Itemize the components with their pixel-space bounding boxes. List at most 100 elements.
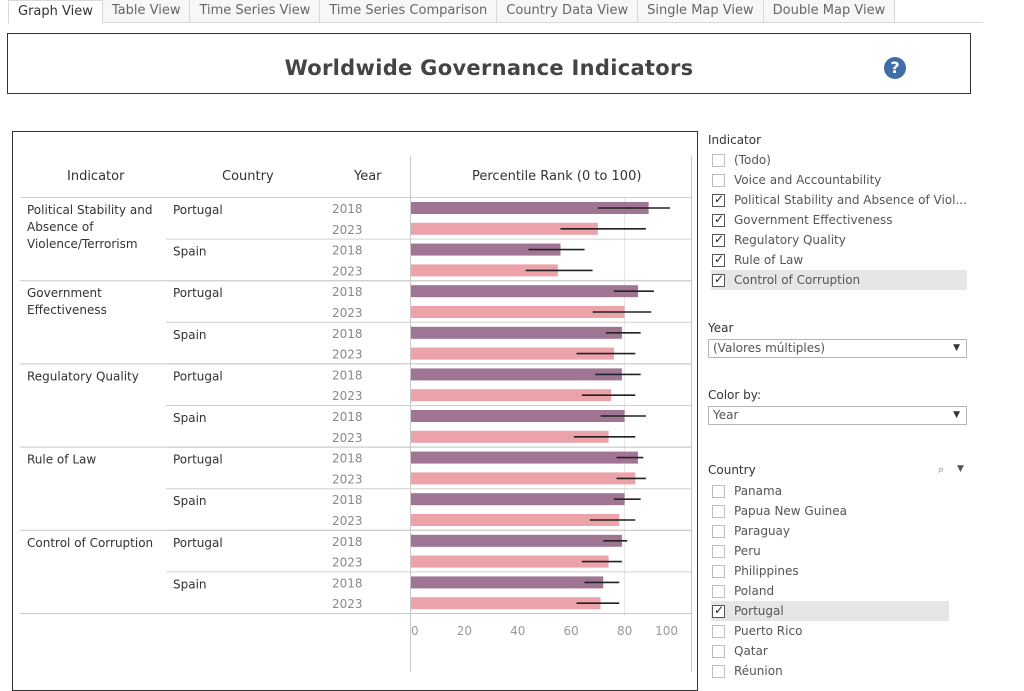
bar-2023 <box>411 430 609 443</box>
governance-bar-chart: Political Stability and Absence of Violenc… <box>20 156 692 672</box>
color-by-dropdown-value: Year <box>713 408 739 422</box>
indicator-option[interactable]: Control of Corruption <box>711 270 967 290</box>
tab-time-series-comparison[interactable]: Time Series Comparison <box>320 0 498 22</box>
tab-time-series-view[interactable]: Time Series View <box>190 0 321 22</box>
checkbox-checked-icon[interactable] <box>712 603 725 618</box>
checkbox-checked-icon[interactable] <box>712 192 725 207</box>
checkbox-unchecked-icon[interactable] <box>712 564 725 578</box>
country-option-label: Portugal <box>734 604 784 618</box>
checkbox-unchecked-icon[interactable] <box>712 544 725 558</box>
year-dropdown[interactable]: (Valores múltiples) ▼ <box>708 339 967 358</box>
bar-2018 <box>411 410 625 422</box>
country-label: Portugal <box>173 536 223 550</box>
indicator-option-label: Control of Corruption <box>734 273 861 287</box>
bar-2018 <box>411 326 622 339</box>
year-label: 2023 <box>332 597 363 611</box>
tab-table-view[interactable]: Table View <box>102 0 191 22</box>
column-header-year: Year <box>354 169 382 184</box>
year-dropdown-value: (Valores múltiples) <box>713 341 826 355</box>
indicator-option[interactable]: (Todo) <box>711 150 967 170</box>
indicator-option[interactable]: Political Stability and Absence of Viol.… <box>711 190 967 210</box>
tab-single-map-view[interactable]: Single Map View <box>638 0 764 22</box>
axis-tick-label: 0 <box>411 624 419 638</box>
country-option-label: Philippines <box>734 564 799 578</box>
bar-2023 <box>411 514 620 526</box>
checkbox-unchecked-icon[interactable] <box>712 664 725 678</box>
checkbox-checked-icon[interactable] <box>712 232 725 247</box>
year-label: 2018 <box>332 576 363 590</box>
indicator-option-label: (Todo) <box>734 153 771 167</box>
country-option-label: Poland <box>734 584 775 598</box>
indicator-filter-label: Indicator <box>708 133 762 147</box>
year-filter-label: Year <box>708 321 734 335</box>
page-title: Worldwide Governance Indicators <box>284 56 694 80</box>
indicator-option[interactable]: Government Effectiveness <box>711 210 967 230</box>
indicator-label: Government <box>27 286 102 300</box>
country-option[interactable]: Réunion <box>711 661 967 681</box>
column-header-indicator: Indicator <box>67 169 125 184</box>
chevron-down-icon: ▼ <box>953 410 960 420</box>
checkbox-unchecked-icon[interactable] <box>712 173 725 187</box>
bar-2023 <box>411 222 598 235</box>
indicator-option[interactable]: Rule of Law <box>711 250 967 270</box>
checkbox-checked-icon[interactable] <box>712 212 725 227</box>
bar-2018 <box>411 534 622 547</box>
year-label: 2023 <box>332 431 363 445</box>
search-icon[interactable]: ⌕ <box>938 463 945 476</box>
checkbox-unchecked-icon[interactable] <box>712 504 725 518</box>
year-label: 2018 <box>332 535 363 549</box>
country-label: Portugal <box>173 453 223 467</box>
tab-graph-view[interactable]: Graph View <box>8 0 103 24</box>
checkbox-unchecked-icon[interactable] <box>712 584 725 598</box>
year-label: 2018 <box>332 452 363 466</box>
filter-menu-chevron-icon[interactable]: ▼ <box>957 464 964 474</box>
column-header-country: Country <box>222 169 274 184</box>
checkbox-checked-icon[interactable] <box>712 252 725 267</box>
checkbox-unchecked-icon[interactable] <box>712 624 725 638</box>
indicator-option[interactable]: Voice and Accountability <box>711 170 967 190</box>
checkbox-unchecked-icon[interactable] <box>712 153 725 167</box>
year-label: 2023 <box>332 264 363 278</box>
year-label: 2018 <box>332 285 363 299</box>
country-option[interactable]: Papua New Guinea <box>711 501 967 521</box>
year-label: 2018 <box>332 368 363 382</box>
country-option-label: Réunion <box>734 664 783 678</box>
indicator-label: Control of Corruption <box>27 536 153 550</box>
checkbox-checked-icon[interactable] <box>712 272 725 287</box>
country-option[interactable]: Paraguay <box>711 521 967 541</box>
checkbox-unchecked-icon[interactable] <box>712 484 725 498</box>
year-label: 2023 <box>332 306 363 320</box>
country-label: Portugal <box>173 203 223 217</box>
year-label: 2023 <box>332 556 363 570</box>
country-option-label: Panama <box>734 484 783 498</box>
country-label: Spain <box>173 494 207 508</box>
year-label: 2018 <box>332 327 363 341</box>
country-label: Spain <box>173 577 207 591</box>
bar-2023 <box>411 555 609 568</box>
color-by-dropdown[interactable]: Year ▼ <box>708 406 967 425</box>
indicator-option[interactable]: Regulatory Quality <box>711 230 967 250</box>
country-option[interactable]: Poland <box>711 581 967 601</box>
tab-country-data-view[interactable]: Country Data View <box>497 0 639 22</box>
bar-2023 <box>411 306 625 318</box>
country-option[interactable]: Peru <box>711 541 967 561</box>
bar-2023 <box>411 472 636 485</box>
indicator-label: Political Stability and <box>27 203 152 217</box>
country-option[interactable]: Portugal <box>711 601 949 621</box>
bar-2018 <box>411 202 649 214</box>
bar-2023 <box>411 264 558 277</box>
year-label: 2018 <box>332 493 363 507</box>
help-icon[interactable]: ? <box>884 57 906 79</box>
checkbox-unchecked-icon[interactable] <box>712 524 725 538</box>
checkbox-unchecked-icon[interactable] <box>712 644 725 658</box>
indicator-option-label: Rule of Law <box>734 253 804 267</box>
country-option[interactable]: Qatar <box>711 641 967 661</box>
chevron-down-icon: ▼ <box>953 343 960 353</box>
tab-double-map-view[interactable]: Double Map View <box>763 0 896 22</box>
axis-tick-label: 40 <box>510 624 525 638</box>
country-option[interactable]: Panama <box>711 481 967 501</box>
country-filter-label: Country <box>708 463 756 477</box>
country-option[interactable]: Puerto Rico <box>711 621 967 641</box>
indicator-label: Violence/Terrorism <box>27 237 138 251</box>
country-option[interactable]: Philippines <box>711 561 967 581</box>
